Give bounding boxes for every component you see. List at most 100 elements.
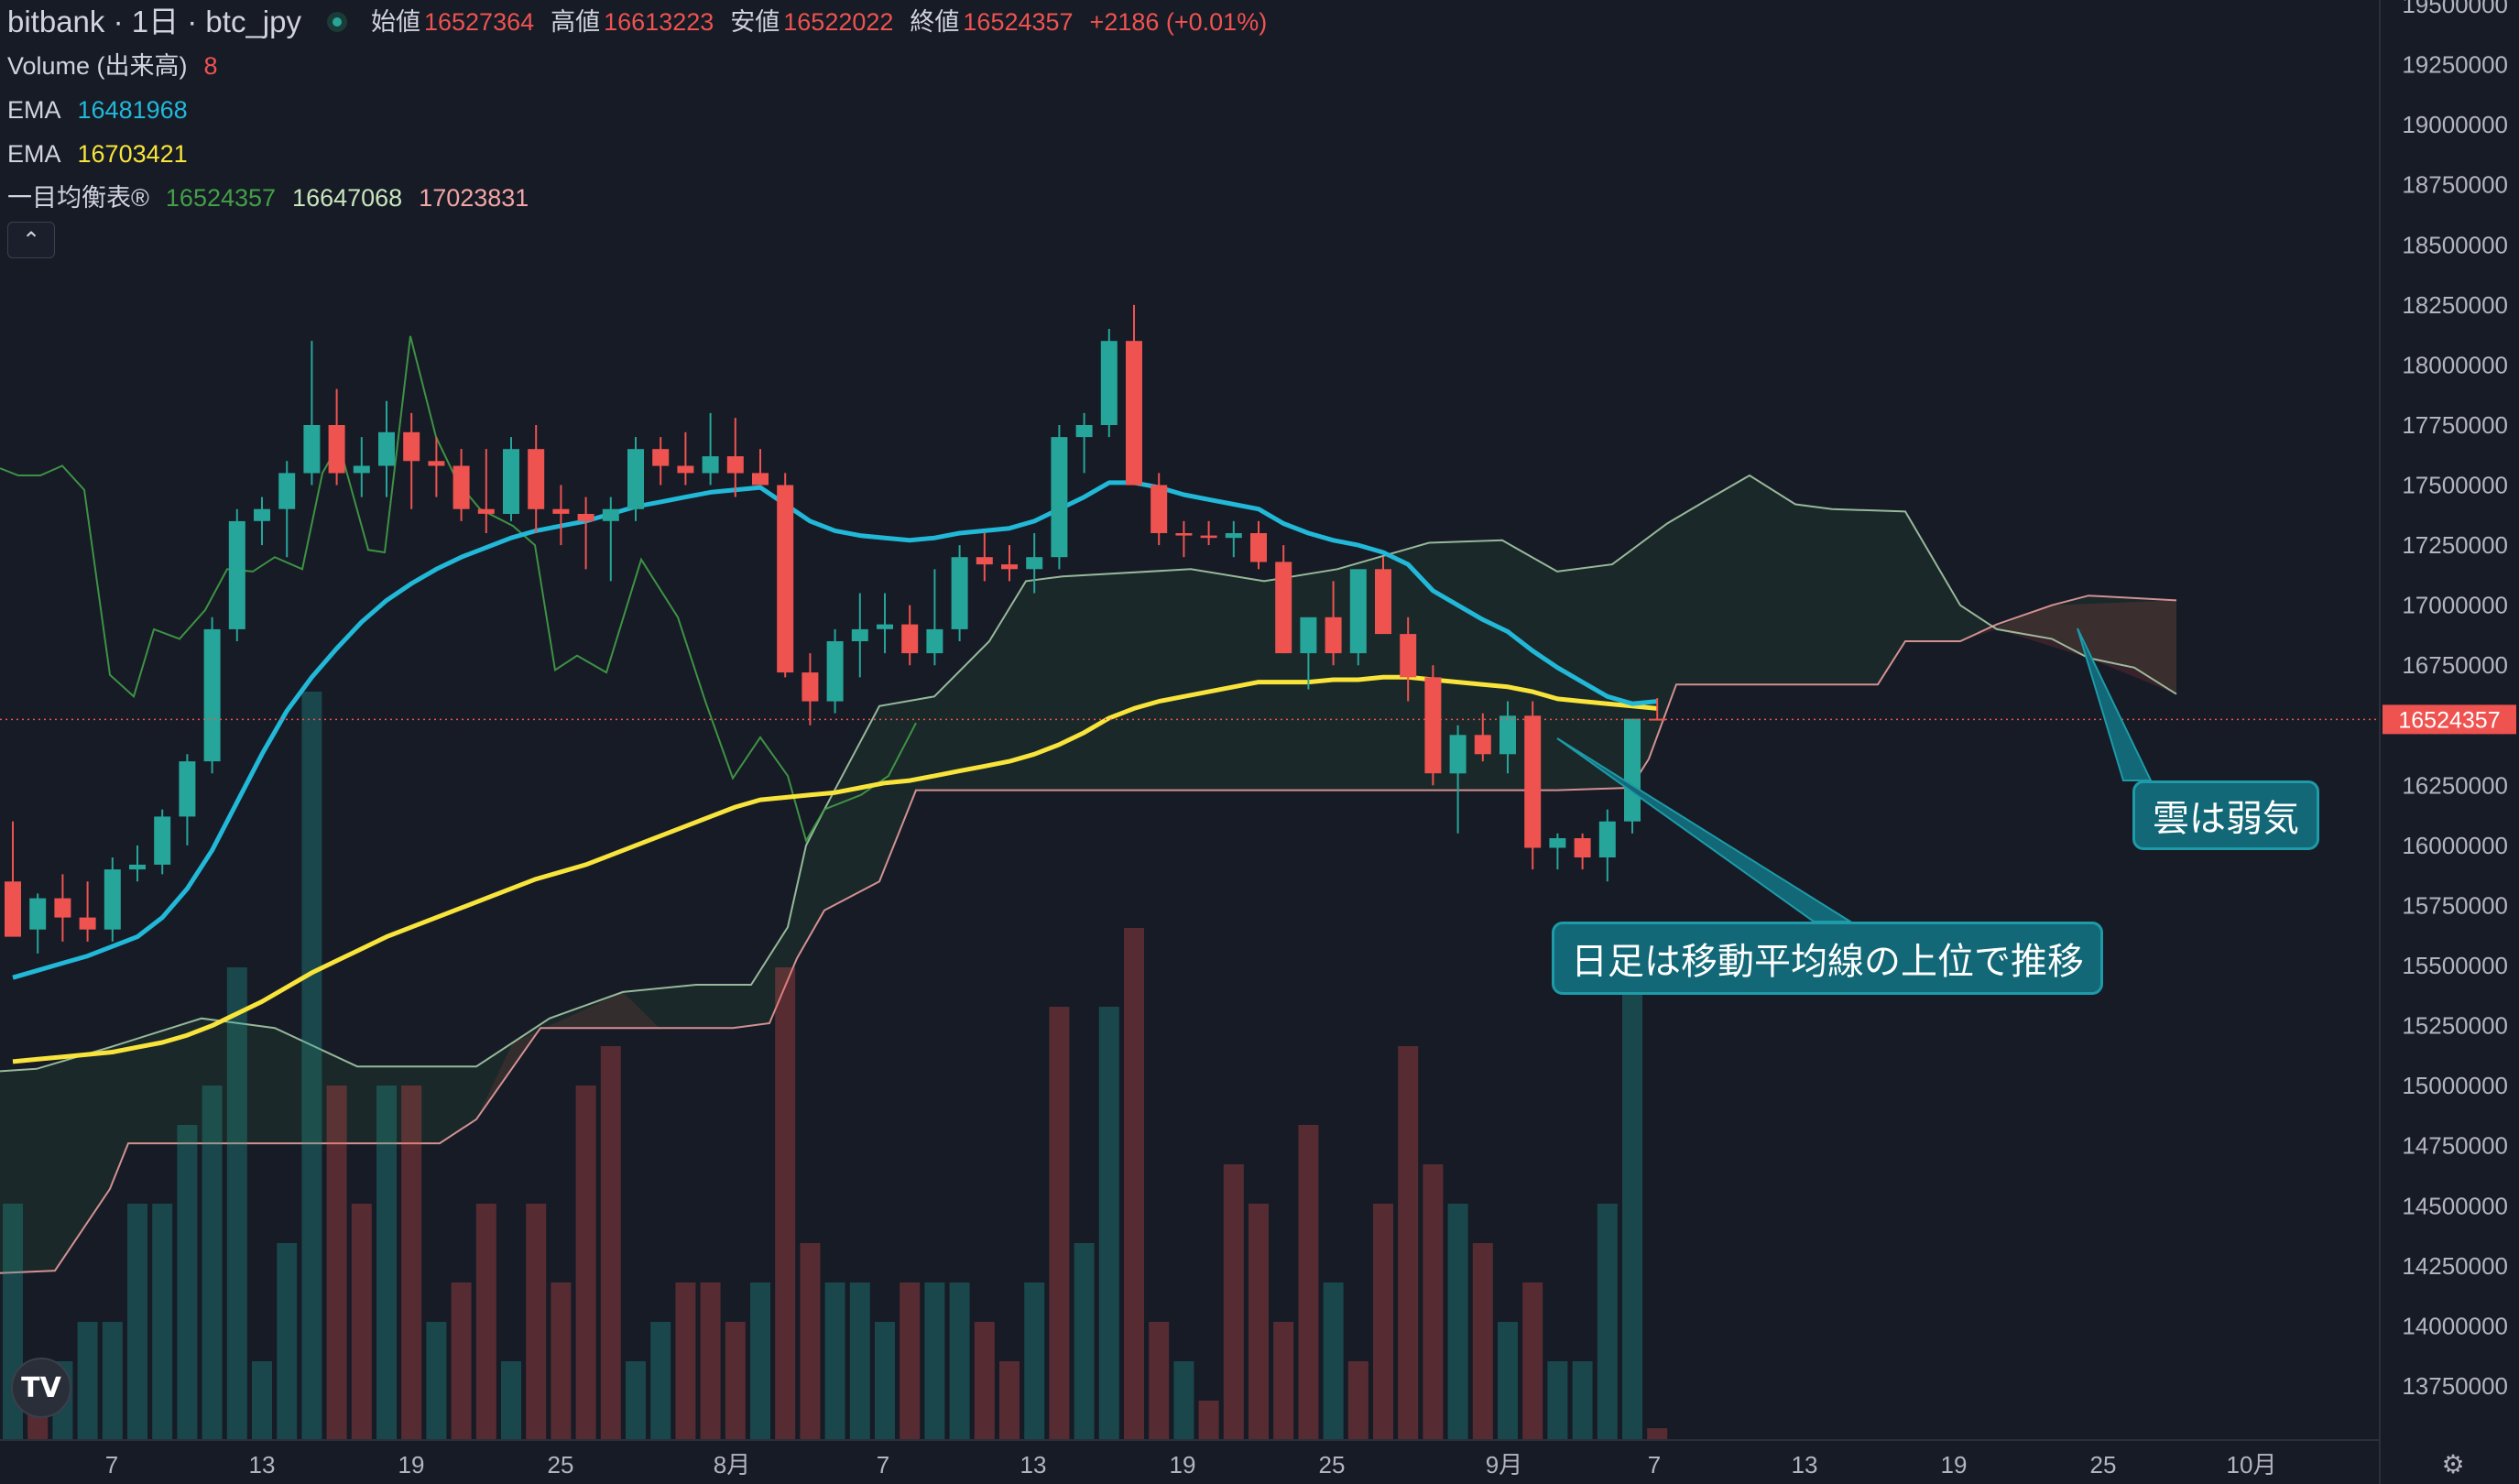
- candle-body: [1275, 562, 1292, 654]
- x-tick-label: 9月: [1486, 1451, 1522, 1479]
- volume-bar: [376, 1086, 397, 1440]
- volume-bar: [102, 1322, 123, 1440]
- lagging-span-line: [0, 335, 917, 844]
- volume-bar: [401, 1086, 422, 1440]
- candle-body: [652, 449, 670, 466]
- x-tick-label: 19: [398, 1451, 425, 1479]
- x-tick-label: 10月: [2227, 1451, 2277, 1479]
- candle-body: [203, 628, 221, 762]
- open-label: 始値: [370, 8, 420, 36]
- candle-body: [1375, 569, 1391, 635]
- low-value: 16522022: [783, 8, 894, 36]
- candle-body: [877, 624, 893, 629]
- candle-body: [79, 917, 96, 930]
- volume-bar: [1124, 928, 1144, 1440]
- volume-bar: [675, 1282, 696, 1440]
- candle-body: [528, 449, 545, 509]
- volume-bar: [650, 1322, 671, 1440]
- x-tick-label: 25: [548, 1451, 574, 1479]
- volume-bar: [1498, 1322, 1518, 1440]
- candle-body: [1175, 533, 1193, 536]
- y-tick-label: 17750000: [2402, 411, 2508, 439]
- volume-bar: [1074, 1243, 1095, 1440]
- open-value: 16527364: [423, 8, 535, 36]
- candle-body: [1300, 617, 1317, 654]
- x-tick-label: 7: [877, 1451, 889, 1479]
- y-tick-label: 16000000: [2402, 832, 2508, 859]
- candle-body: [1400, 634, 1417, 678]
- candle-body: [1250, 533, 1267, 562]
- ema-fast-legend[interactable]: EMA 16481968: [0, 88, 1267, 132]
- volume-bar: [1522, 1282, 1543, 1440]
- volume-bar: [326, 1086, 347, 1440]
- indicator-lines: [0, 335, 1658, 1064]
- volume-bar: [1572, 1361, 1593, 1440]
- volume-bar: [475, 1204, 496, 1440]
- candle-body: [1150, 485, 1168, 533]
- volume-bar: [1323, 1282, 1344, 1440]
- ema-fast-line: [12, 480, 1658, 980]
- y-tick-label: 13750000: [2402, 1372, 2508, 1400]
- volume-bar: [351, 1204, 372, 1440]
- volume-label: Volume (出来高): [7, 52, 188, 80]
- volume-bar: [824, 1282, 845, 1440]
- volume-value: 8: [203, 52, 218, 80]
- candle-body: [976, 557, 993, 565]
- low-label: 安値: [730, 8, 780, 36]
- candle-body: [677, 465, 694, 474]
- candle-body: [702, 456, 719, 474]
- volume-bar: [875, 1322, 895, 1440]
- settings-icon[interactable]: ⚙: [2441, 1450, 2465, 1479]
- y-tick-label: 19250000: [2402, 51, 2508, 79]
- candle-body: [1624, 718, 1641, 822]
- candle-body: [1075, 425, 1093, 438]
- volume-bar: [700, 1282, 721, 1440]
- chevron-up-icon[interactable]: ⌃: [7, 222, 55, 258]
- candle-body: [1449, 735, 1467, 774]
- candle-body: [1200, 535, 1217, 539]
- candle-body: [5, 881, 21, 937]
- ema-slow-legend[interactable]: EMA 16703421: [0, 132, 1267, 176]
- candle-body: [1524, 715, 1542, 848]
- high-value: 16613223: [604, 8, 714, 36]
- high-label: 高値: [551, 8, 601, 36]
- candle-body: [1598, 821, 1616, 857]
- candles: [5, 304, 1666, 954]
- candle-body: [1126, 341, 1142, 486]
- y-tick-label: 17500000: [2402, 472, 2508, 499]
- y-tick-label: 18250000: [2402, 291, 2508, 319]
- volume-bar: [1647, 1428, 1668, 1440]
- candle-body: [104, 869, 121, 930]
- ema-slow-label: EMA: [7, 140, 61, 168]
- symbol-title[interactable]: bitbank · 1日 · btc_jpy: [7, 5, 301, 38]
- volume-bar: [226, 967, 247, 1440]
- cloud-area: [0, 475, 2176, 1273]
- volume-legend[interactable]: Volume (出来高) 8: [0, 44, 1267, 88]
- span-a-line: [0, 474, 2177, 1073]
- candle-body: [428, 461, 445, 466]
- ichimoku-legend[interactable]: 一目均衡表® 16524357 16647068 17023831: [0, 176, 1267, 220]
- candle-body: [1424, 677, 1442, 774]
- candle-body: [278, 473, 296, 509]
- change-value: +2186 (+0.01%): [1089, 8, 1268, 36]
- candle-body: [477, 508, 495, 514]
- close-label: 終値: [910, 8, 960, 36]
- ichimoku-label: 一目均衡表®: [7, 184, 149, 212]
- volume-bar: [600, 1046, 621, 1440]
- x-tick-label: 19: [1170, 1451, 1196, 1479]
- candle-body: [552, 508, 570, 514]
- x-tick-label: 8月: [714, 1451, 750, 1479]
- span-b-line: [0, 595, 2177, 1274]
- volume-bar: [999, 1361, 1020, 1440]
- volume-bar: [177, 1125, 198, 1440]
- volume-bar: [1298, 1125, 1319, 1440]
- y-tick-label: 14000000: [2402, 1312, 2508, 1339]
- y-tick-label: 15000000: [2402, 1072, 2508, 1099]
- ichimoku-cloud: [0, 474, 2177, 1274]
- volume-bar: [1373, 1204, 1393, 1440]
- tradingview-logo[interactable]: TV: [11, 1358, 71, 1418]
- candle-body: [1499, 715, 1516, 755]
- x-tick-label: 7: [1648, 1451, 1661, 1479]
- volume-bar: [800, 1243, 821, 1440]
